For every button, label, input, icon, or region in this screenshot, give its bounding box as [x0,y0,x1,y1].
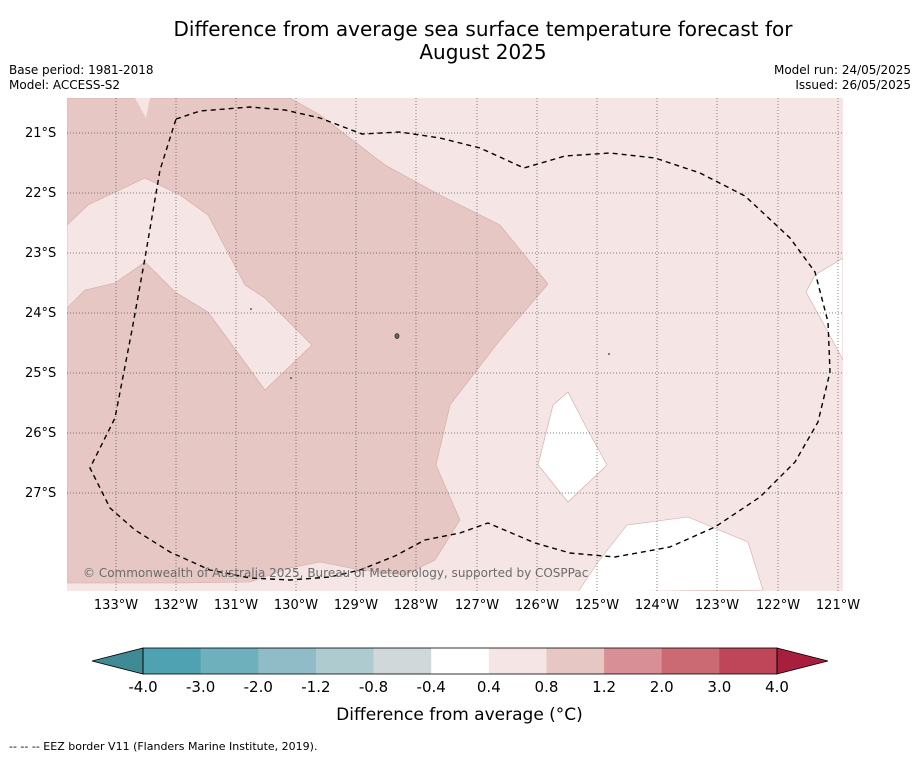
lat-label: 23°S [25,246,57,261]
colorbar-segment [546,648,605,674]
copyright-text: © Commonwealth of Australia 2025, Bureau… [83,566,589,580]
region-neutral-center [537,391,608,503]
lat-label: 25°S [25,366,57,381]
lon-label: 123°W [694,598,740,613]
lon-label: 125°W [574,598,620,613]
colorbar-outline [142,647,778,675]
island-markers [250,308,610,379]
lat-label: 24°S [25,306,57,321]
title-line-2: August 2025 [419,40,547,64]
colorbar-high-extend [776,647,829,675]
colorbar-segment [315,648,375,674]
lat-label: 21°S [25,126,57,141]
region-warm-light-left-strip [67,177,313,391]
colorbar-tick-label: -2.0 [243,678,273,696]
lon-label: 132°W [153,598,199,613]
chart-title: Difference from average sea surface temp… [60,18,906,64]
colorbar-tick-label: -3.0 [185,678,216,696]
lon-label: 122°W [755,598,801,613]
island-marker [290,377,292,379]
colorbar-tick-label: 2.0 [649,678,674,696]
lon-label: 129°W [333,598,379,613]
lat-label: 27°S [25,486,57,501]
colorbar-tick-label: 3.0 [707,678,732,696]
title-line-1: Difference from average sea surface temp… [173,17,793,41]
colorbar-segment [200,648,259,674]
colorbar-segments [143,648,778,674]
colorbar-segment [143,648,202,674]
colorbar-segment [604,648,663,674]
eez-footnote: -- -- -- EEZ border V11 (Flanders Marine… [9,740,318,753]
island-marker [250,308,252,310]
gridlines [67,98,843,591]
colorbar-tick-label: -0.8 [358,678,389,696]
lon-label: 121°W [815,598,861,613]
colorbar-tick-label: 0.8 [534,678,559,696]
issued-date: Issued: 26/05/2025 [795,78,911,92]
meta-right: Model run: 24/05/2025 Issued: 26/05/2025 [774,63,911,93]
colorbar-segment [431,648,490,674]
colorbar-tick-label: -4.0 [128,678,158,696]
lat-label: 26°S [25,426,57,441]
colorbar-segment [373,648,432,674]
colorbar-segment [661,648,720,674]
lon-label: 131°W [213,598,259,613]
colorbar-label: Difference from average (°C) [336,705,583,725]
lat-label: 22°S [25,186,57,201]
island-marker [608,353,610,355]
island-marker [394,333,400,339]
meta-left: Base period: 1981-2018 Model: ACCESS-S2 [9,63,154,93]
colorbar-low-extend [91,647,144,675]
lon-label: 128°W [393,598,439,613]
model-name: Model: ACCESS-S2 [9,78,121,92]
eez-border [89,106,831,581]
base-period: Base period: 1981-2018 [9,63,154,77]
lon-label: 127°W [454,598,500,613]
lon-label: 126°W [514,598,560,613]
model-run: Model run: 24/05/2025 [773,63,911,77]
map-regions [67,98,843,591]
region-warm-light-notch [135,98,150,118]
colorbar-segment [488,648,547,674]
colorbar-tick-label: 0.4 [476,678,501,696]
colorbar-tick-label: -0.4 [416,678,446,696]
lon-label: 133°W [93,598,139,613]
lon-label: 124°W [634,598,680,613]
colorbar-tick-label: 4.0 [765,678,789,696]
lon-label: 130°W [273,598,319,613]
colorbar-tick-label: 1.2 [592,678,617,696]
colorbar-tick-label: -1.2 [301,678,331,696]
colorbar-segment [258,648,317,674]
colorbar-segment [719,648,778,674]
sst-map [67,98,843,591]
